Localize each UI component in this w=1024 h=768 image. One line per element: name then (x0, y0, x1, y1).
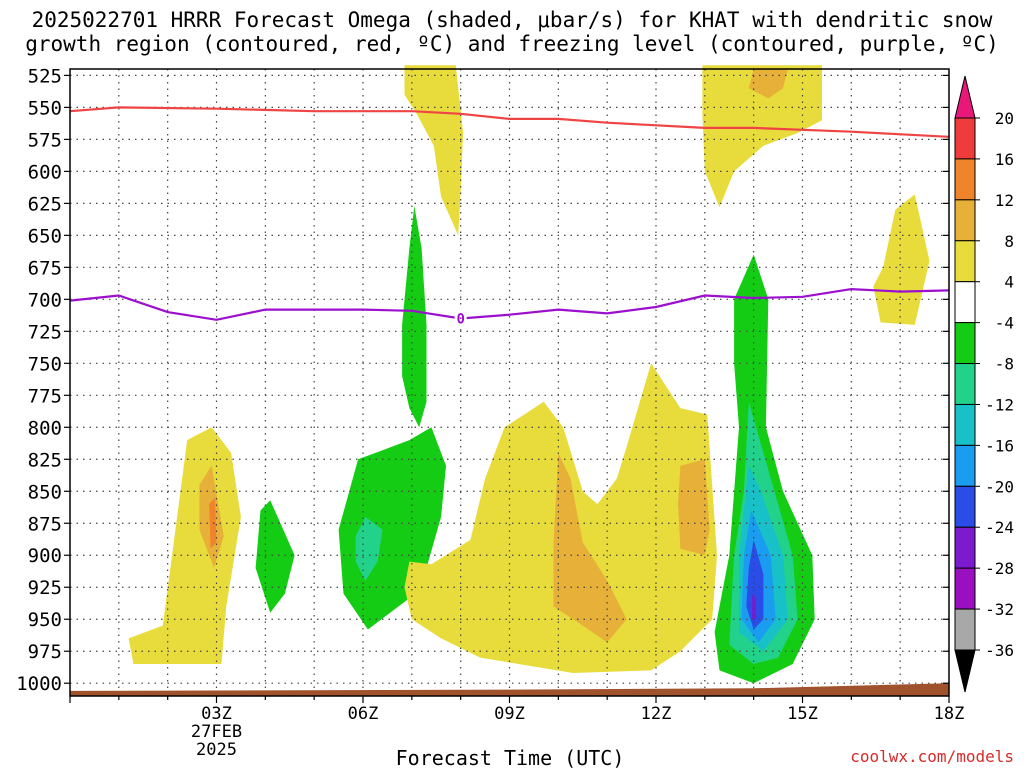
shaded-region-yellow-top-left (404, 65, 464, 236)
y-tick-label-875: 875 (28, 513, 62, 535)
title-line-1: 2025022701 HRRR Forecast Omega (shaded, … (31, 8, 993, 32)
shaded-region-orange-right-mid (678, 459, 710, 556)
colorbar-segment-1 (954, 158, 976, 201)
colorbar-segment-2 (954, 199, 976, 242)
y-axis: 525 550 575 600 625 650 675 700 725 750 775 800 825 8… (16, 65, 949, 695)
freezing-level-label: 0 (456, 312, 464, 328)
shaded-region-yellow-right (873, 194, 930, 325)
y-tick-label-750: 750 (28, 353, 62, 375)
x-tick-label-06Z: 06Z (348, 704, 379, 724)
x-tick-label-03Z: 03Z (201, 704, 232, 724)
y-tick-label-975: 975 (28, 641, 62, 663)
colorbar-segment-12 (954, 608, 976, 651)
terrain-fill (70, 683, 949, 696)
colorbar-segment-7 (954, 403, 976, 446)
colorbar-label-13: -36 (985, 641, 1014, 660)
y-tick-label-700: 700 (28, 289, 62, 311)
y-tick-label-725: 725 (28, 321, 62, 343)
colorbar: 20 16 12 8 4 -4 -8 -12 -16 -20 -24 -28 -32 -36 (954, 75, 1014, 693)
freezing-level-line (69, 287, 950, 321)
colorbar-segment-4 (954, 281, 976, 324)
colorbar-bottom-triangle (954, 649, 976, 693)
y-tick-label-950: 950 (28, 609, 62, 631)
shaded-region-green-vertical (402, 205, 427, 428)
y-tick-label-575: 575 (28, 129, 62, 151)
x-tick-sublabel-year: 2025 (196, 740, 237, 760)
y-tick-label-900: 900 (28, 545, 62, 567)
colorbar-label-8: -16 (985, 436, 1014, 455)
shaded-region-yellow-left (128, 427, 241, 664)
colorbar-segment-0 (954, 117, 976, 160)
colorbar-segment-3 (954, 240, 976, 283)
shaded-region-yellow-top-right (702, 65, 822, 208)
y-tick-label-550: 550 (28, 97, 62, 119)
terrain (70, 683, 949, 696)
shaded-region-teal-mid (355, 516, 383, 581)
y-tick-label-525: 525 (28, 65, 62, 87)
shaded-region-darkblue-right (746, 539, 764, 630)
shaded-regions (128, 65, 930, 684)
y-tick-label-625: 625 (28, 193, 62, 215)
chart-title: 2025022701 HRRR Forecast Omega (shaded, … (0, 8, 1024, 56)
colorbar-label-9: -20 (985, 477, 1014, 496)
x-tick-label-18Z: 18Z (934, 704, 965, 724)
gridlines (70, 69, 949, 696)
colorbar-label-6: -8 (995, 355, 1014, 374)
colorbar-label-12: -32 (985, 600, 1014, 619)
colorbar-segment-6 (954, 363, 976, 405)
shaded-region-orange-center (553, 452, 627, 643)
shaded-region-purple-right (752, 593, 757, 620)
shaded-region-red-left (209, 497, 217, 549)
y-tick-label-775: 775 (28, 385, 62, 407)
y-tick-label-925: 925 (28, 577, 62, 599)
shaded-region-orange-top-right (748, 69, 788, 99)
y-tick-label-850: 850 (28, 481, 62, 503)
colorbar-segment-11 (954, 567, 976, 610)
contours: 0 (69, 106, 950, 328)
colorbar-label-7: -12 (985, 395, 1014, 414)
colorbar-segment-8 (954, 444, 976, 487)
colorbar-segment-5 (954, 322, 976, 365)
colorbar-label-10: -24 (985, 518, 1014, 537)
colorbar-label-1: 16 (995, 150, 1014, 169)
colorbar-label-4: 4 (1004, 273, 1014, 292)
colorbar-label-2: 12 (995, 191, 1014, 210)
x-tick-sublabel-date: 27FEB (191, 722, 242, 742)
x-tick-label-12Z: 12Z (641, 704, 672, 724)
y-tick-label-825: 825 (28, 449, 62, 471)
freezing-label-bg (454, 309, 467, 327)
x-axis-label: Forecast Time (UTC) (396, 746, 625, 768)
shaded-region-green-small-left (255, 500, 295, 613)
colorbar-segment-9 (954, 485, 976, 528)
colorbar-label-0: 20 (995, 109, 1014, 128)
colorbar-label-11: -28 (985, 559, 1014, 578)
colorbar-label-3: 8 (1004, 232, 1014, 251)
x-tick-label-15Z: 15Z (787, 704, 818, 724)
x-tick-label-09Z: 09Z (494, 704, 525, 724)
y-tick-label-675: 675 (28, 257, 62, 279)
y-tick-label-600: 600 (28, 161, 62, 183)
colorbar-top-triangle (954, 75, 976, 119)
y-tick-label-650: 650 (28, 225, 62, 247)
colorbar-segment-10 (954, 526, 976, 569)
y-tick-label-1000: 1000 (16, 673, 62, 695)
title-line-2: growth region (contoured, red, ºC) and f… (25, 32, 999, 56)
dgz-contour-line (69, 106, 950, 138)
y-tick-label-800: 800 (28, 417, 62, 439)
watermark: coolwx.com/models (850, 747, 1014, 766)
colorbar-label-5: -4 (995, 314, 1014, 333)
